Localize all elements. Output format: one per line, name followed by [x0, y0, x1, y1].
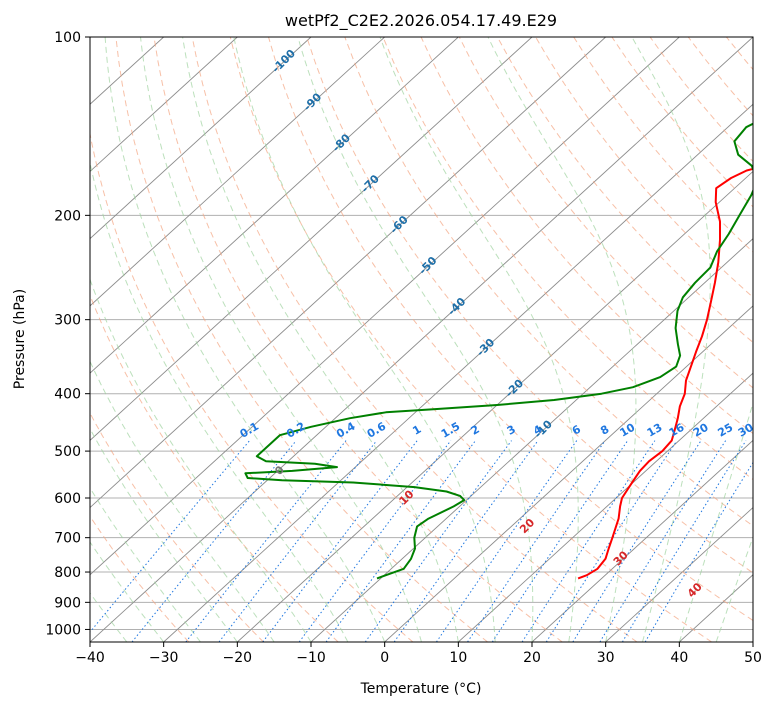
moist-adiabat-line — [678, 401, 753, 642]
mixing-ratio-line — [644, 461, 753, 642]
x-tick-label: 10 — [449, 650, 467, 666]
x-tick-label: 0 — [380, 650, 389, 666]
moist-adiabat-line — [90, 360, 275, 642]
dewpoint-profile-line — [244, 122, 753, 580]
dry-adiabat-line — [344, 37, 753, 527]
isotherm-line — [90, 37, 459, 374]
y-tick-label: 100 — [54, 30, 81, 46]
isotherm-line — [458, 372, 753, 642]
x-tick-label: 30 — [597, 650, 615, 666]
x-tick-label: −30 — [149, 650, 179, 666]
isotherm-line — [90, 37, 606, 509]
y-tick-label: 700 — [54, 531, 81, 547]
mixing-ratio-line — [545, 440, 678, 642]
isotherm-line — [90, 37, 238, 173]
mixing-ratio-line — [364, 440, 512, 642]
y-tick-label: 600 — [54, 491, 81, 507]
moist-adiabat-line — [90, 160, 349, 642]
y-tick-label: 300 — [54, 313, 81, 329]
moist-adiabat-line — [631, 37, 711, 642]
axis-ticks: −40 −30 −20 −10 0 10 20 30 40 50 100 200 300 400 500 60… — [45, 30, 762, 666]
mixing-ratio-line — [572, 440, 702, 642]
isotherm-line — [163, 103, 753, 642]
mixing-ratio-line — [491, 440, 629, 642]
isotherm-line — [310, 238, 753, 642]
temperature-profile-line — [577, 167, 753, 580]
mixing-ratio-line — [599, 440, 727, 642]
dry-adiabat-line — [153, 37, 563, 642]
isotherm-line — [605, 506, 753, 642]
mixing-ratio-line — [325, 440, 476, 642]
mixing-ratio-label: 30 — [736, 421, 756, 440]
mixing-ratio-line — [521, 440, 656, 642]
x-tick-label: 50 — [744, 650, 762, 666]
y-tick-label: 500 — [54, 444, 81, 460]
mixing-ratio-line — [218, 440, 378, 642]
y-tick-label: 1000 — [45, 622, 81, 638]
mixing-ratio-line — [90, 440, 250, 633]
y-axis-label: Pressure (hPa) — [12, 289, 28, 389]
isotherm-line — [90, 37, 680, 576]
dry-adiabat-line — [535, 37, 753, 298]
mixing-ratio-line — [435, 440, 578, 642]
isotherm-line — [237, 170, 753, 642]
mixing-ratio-line — [621, 440, 747, 642]
x-tick-label: −20 — [223, 650, 253, 666]
dry-adiabat-line — [496, 37, 753, 344]
moist-adiabat-line — [379, 37, 579, 642]
y-tick-label: 900 — [54, 595, 81, 611]
isotherm-line — [384, 305, 753, 642]
moist-adiabat-line — [140, 37, 422, 642]
isotherm-line — [90, 37, 533, 441]
moist-adiabat-line — [182, 37, 459, 642]
dry-adiabat-line — [90, 515, 190, 642]
dry-adiabat-line — [229, 37, 712, 642]
dry-adiabat-line — [115, 37, 488, 642]
y-tick-label: 400 — [54, 387, 81, 403]
isotherm-line — [90, 37, 312, 240]
x-tick-label: 40 — [670, 650, 688, 666]
x-tick-label: −40 — [75, 650, 105, 666]
mixing-ratio-line — [467, 440, 606, 642]
moist-adiabat-line — [104, 37, 386, 642]
moist-adiabat-line — [90, 278, 312, 642]
moist-adiabat-line — [90, 592, 128, 642]
moist-adiabat-line — [233, 37, 496, 642]
y-tick-label: 200 — [54, 208, 81, 224]
dry-adiabat-line — [268, 37, 753, 622]
y-tick-label: 800 — [54, 565, 81, 581]
plot-frame — [89, 36, 754, 643]
x-tick-label: 20 — [523, 650, 541, 666]
dry-adiabat-line — [306, 37, 753, 574]
moist-adiabat-line — [715, 535, 753, 642]
isotherm-line — [531, 439, 753, 642]
dry-adiabat-line — [382, 37, 753, 481]
chart-title: wetPf2_C2E2.2026.054.17.49.E29 — [285, 11, 557, 31]
plot-area: -100-90-80-70-60-50-40-30-20-10010203040… — [90, 37, 756, 642]
x-tick-label: −10 — [296, 650, 326, 666]
x-axis-label: Temperature (°C) — [360, 681, 482, 697]
moist-adiabat-line — [90, 487, 201, 642]
dry-adiabat-line — [90, 412, 264, 642]
moist-adiabat-line — [297, 37, 534, 642]
moist-adiabat-line — [90, 541, 165, 642]
moist-adiabat-line — [487, 37, 637, 642]
moist-adiabat-line — [90, 427, 238, 642]
mixing-ratio-line — [131, 440, 297, 642]
dry-adiabat-line — [191, 37, 638, 642]
dry-adiabat-line — [90, 131, 414, 642]
isotherm-line — [90, 37, 385, 307]
